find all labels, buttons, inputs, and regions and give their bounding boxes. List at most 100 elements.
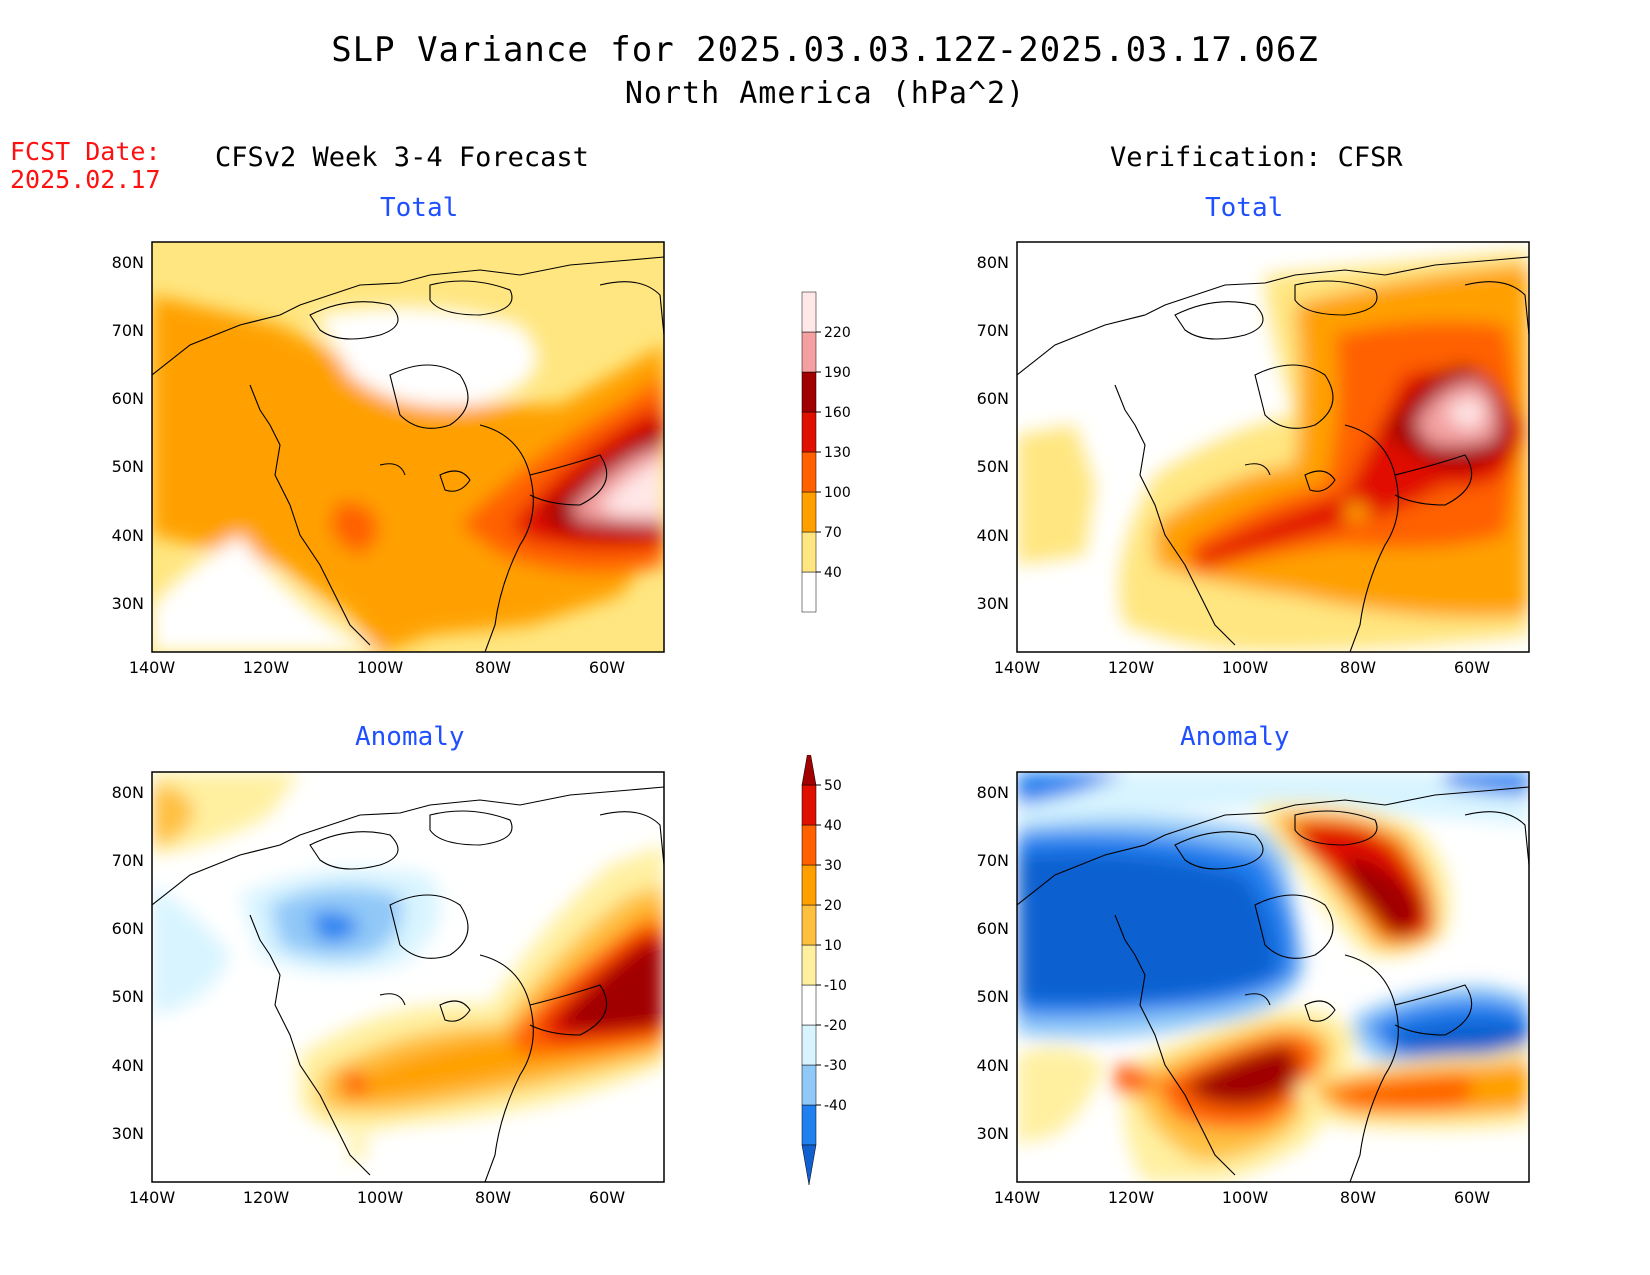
colorbar-swatch <box>801 451 817 493</box>
lat-tick-label: 70N <box>112 321 144 340</box>
total-colorbar: 40 70 100 130 160 190 220 <box>801 291 851 613</box>
verification-anomaly-map: 80N 70N 60N 50N 40N 30N 140W 120W 100W 8… <box>977 771 1530 1205</box>
verification-total-title: Total <box>1205 193 1284 223</box>
lon-tick-label: 60W <box>589 658 625 675</box>
lon-tick-label: 140W <box>129 1188 176 1205</box>
lon-tick-label: 60W <box>1454 658 1490 675</box>
colorbar-tick-label: 40 <box>824 818 842 834</box>
lat-tick-label: 30N <box>977 594 1009 613</box>
lat-tick-label: 30N <box>977 1124 1009 1143</box>
lon-tick-label: 60W <box>589 1188 625 1205</box>
colorbar-swatch <box>801 1024 817 1066</box>
forecast-total-map: 80N 70N 60N 50N 40N 30N 140W 120W 100W 8… <box>112 241 665 675</box>
colorbar-tick-label: -30 <box>824 1058 847 1074</box>
colorbar-swatch <box>801 904 817 946</box>
colorbar-swatch <box>801 864 817 906</box>
lon-tick-label: 120W <box>243 658 290 675</box>
colorbar-tick-label: 70 <box>824 525 842 541</box>
colorbar-swatch <box>801 571 817 613</box>
colorbar-tick-label: 30 <box>824 858 842 874</box>
colorbar-swatch <box>801 371 817 413</box>
colorbar-tick-label: 160 <box>824 405 851 421</box>
colorbar-tick-label: 10 <box>824 938 842 954</box>
lat-tick-label: 50N <box>977 457 1009 476</box>
forecast-anomaly-title: Anomaly <box>355 722 465 752</box>
verification-column-title: Verification: CFSR <box>1110 142 1403 173</box>
lat-tick-label: 60N <box>112 919 144 938</box>
lat-tick-label: 70N <box>112 851 144 870</box>
colorbar-tick-label: 20 <box>824 898 842 914</box>
colorbar-low-arrow <box>801 1144 817 1186</box>
colorbar-swatch <box>801 784 817 826</box>
forecast-date: FCST Date: 2025.02.17 <box>10 138 161 194</box>
colorbar-tick-label: -40 <box>824 1098 847 1114</box>
colorbar-swatch <box>801 1064 817 1106</box>
lon-tick-label: 60W <box>1454 1188 1490 1205</box>
colorbar-swatch <box>801 331 817 373</box>
lat-tick-label: 30N <box>112 594 144 613</box>
colorbar-swatch <box>801 531 817 573</box>
forecast-date-value: 2025.02.17 <box>10 165 161 194</box>
colorbar-swatch <box>801 944 817 986</box>
colorbar-tick-label: 220 <box>824 325 851 341</box>
lat-tick-label: 50N <box>977 987 1009 1006</box>
lat-tick-label: 60N <box>112 389 144 408</box>
lon-tick-label: 120W <box>243 1188 290 1205</box>
verification-total-map: 80N 70N 60N 50N 40N 30N 140W 120W 100W 8… <box>977 241 1530 675</box>
figure-subtitle: North America (hPa^2) <box>624 76 1026 111</box>
verification-anomaly-title: Anomaly <box>1180 722 1290 752</box>
colorbar-swatch <box>801 491 817 533</box>
colorbar-tick-label: 50 <box>824 778 842 794</box>
colorbar-swatch <box>801 291 817 333</box>
lat-tick-label: 40N <box>112 526 144 545</box>
lat-tick-label: 80N <box>112 253 144 272</box>
colorbar-tick-label: -10 <box>824 978 847 994</box>
lat-tick-label: 60N <box>977 389 1009 408</box>
lat-tick-label: 50N <box>112 987 144 1006</box>
lat-tick-label: 80N <box>977 783 1009 802</box>
forecast-date-label: FCST Date: <box>10 137 161 166</box>
lat-tick-label: 40N <box>112 1056 144 1075</box>
forecast-total-axes: 80N 70N 60N 50N 40N 30N 140W 120W 100W 8… <box>112 253 626 675</box>
lat-tick-label: 70N <box>977 851 1009 870</box>
lon-tick-label: 140W <box>129 658 176 675</box>
lat-tick-label: 40N <box>977 1056 1009 1075</box>
lon-tick-label: 140W <box>994 658 1041 675</box>
colorbar-high-arrow <box>801 755 817 786</box>
lon-tick-label: 120W <box>1108 1188 1155 1205</box>
lat-tick-label: 80N <box>977 253 1009 272</box>
forecast-column-title: CFSv2 Week 3-4 Forecast <box>215 142 589 173</box>
anomaly-colorbar: -40-30-20-10102030405060 <box>801 755 847 1186</box>
forecast-anomaly-map: 80N 70N 60N 50N 40N 30N 140W 120W 100W 8… <box>112 771 665 1205</box>
lon-tick-label: 100W <box>357 1188 404 1205</box>
lat-tick-label: 30N <box>112 1124 144 1143</box>
verification-anomaly-axes: 80N 70N 60N 50N 40N 30N 140W 120W 100W 8… <box>977 783 1491 1205</box>
verification-total-axes: 80N 70N 60N 50N 40N 30N 140W 120W 100W 8… <box>977 253 1491 675</box>
lat-tick-label: 40N <box>977 526 1009 545</box>
colorbar-swatch <box>801 824 817 866</box>
colorbar-swatch <box>801 411 817 453</box>
lon-tick-label: 100W <box>1222 658 1269 675</box>
lon-tick-label: 80W <box>1340 658 1376 675</box>
lon-tick-label: 80W <box>1340 1188 1376 1205</box>
lat-tick-label: 60N <box>977 919 1009 938</box>
lon-tick-label: 80W <box>475 658 511 675</box>
colorbar-swatch <box>801 1104 817 1146</box>
colorbar-tick-label: 100 <box>824 485 851 501</box>
lon-tick-label: 100W <box>357 658 404 675</box>
colorbar-swatch <box>801 984 817 1026</box>
lat-tick-label: 80N <box>112 783 144 802</box>
forecast-total-title: Total <box>380 193 459 223</box>
lon-tick-label: 100W <box>1222 1188 1269 1205</box>
lon-tick-label: 140W <box>994 1188 1041 1205</box>
forecast-anomaly-axes: 80N 70N 60N 50N 40N 30N 140W 120W 100W 8… <box>112 783 626 1205</box>
colorbar-tick-label: 40 <box>824 565 842 581</box>
colorbar-tick-label: 190 <box>824 365 851 381</box>
lat-tick-label: 50N <box>112 457 144 476</box>
lon-tick-label: 80W <box>475 1188 511 1205</box>
figure-title: SLP Variance for 2025.03.03.12Z-2025.03.… <box>331 30 1319 70</box>
colorbar-tick-label: 130 <box>824 445 851 461</box>
colorbar-tick-label: -20 <box>824 1018 847 1034</box>
lon-tick-label: 120W <box>1108 658 1155 675</box>
lat-tick-label: 70N <box>977 321 1009 340</box>
